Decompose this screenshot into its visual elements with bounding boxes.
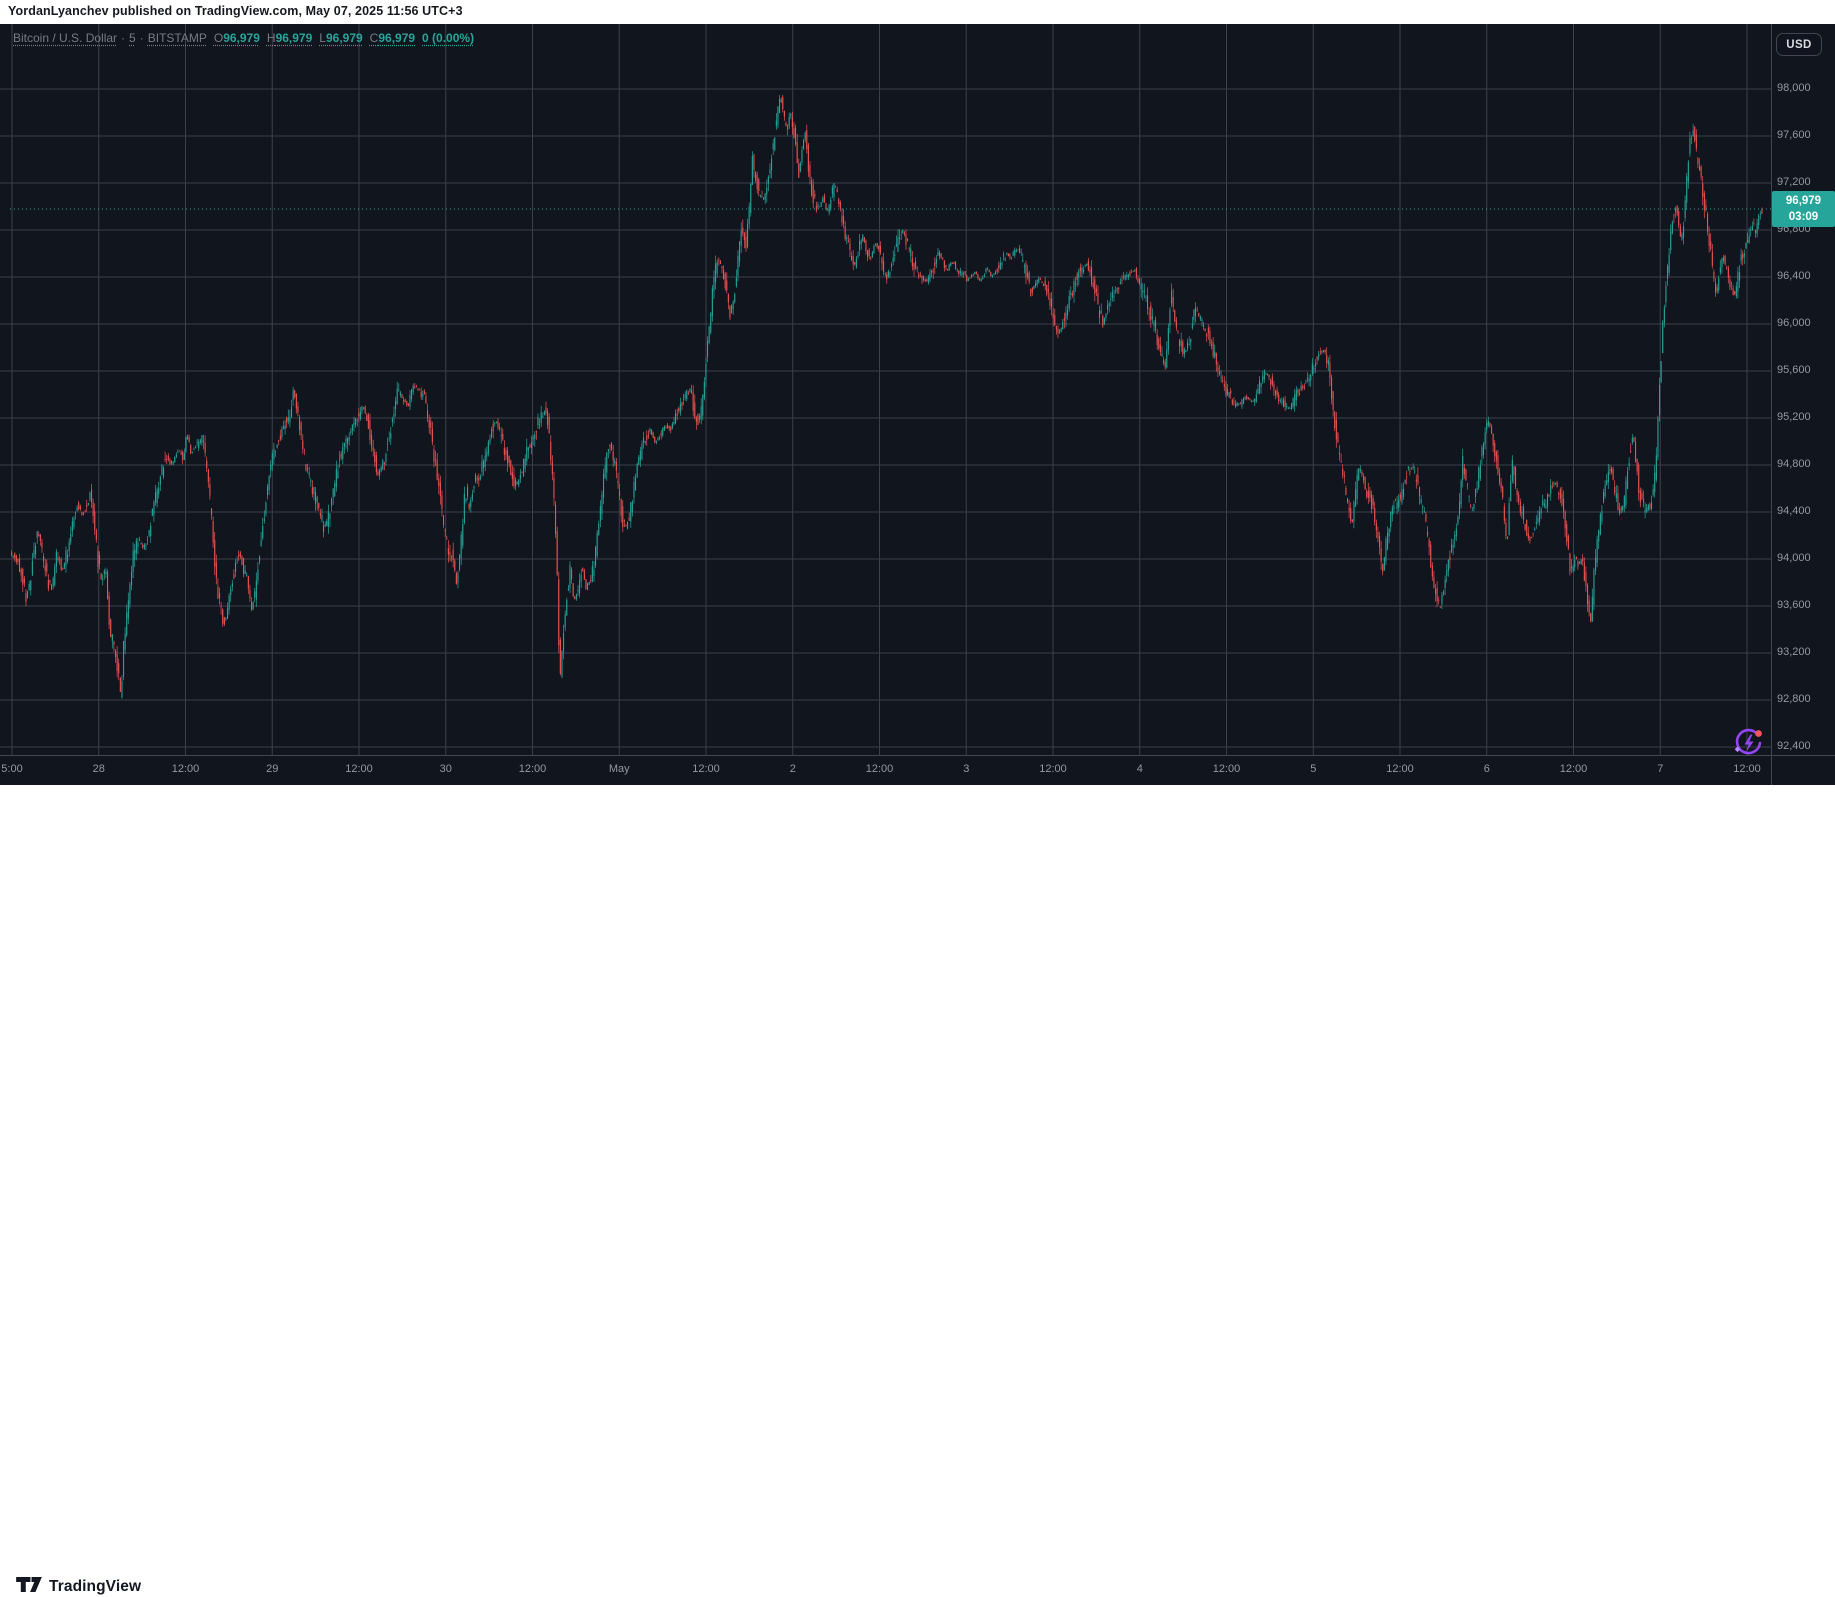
published-header-bar: YordanLyanchev published on TradingView.… [0, 0, 1835, 24]
time-tick-label: 5 [1310, 763, 1316, 775]
time-tick-label: 12:00 [345, 763, 373, 775]
open-label: O [214, 31, 223, 45]
price-axis-border [1771, 24, 1772, 785]
time-tick-label: 2 [790, 763, 796, 775]
high-label: H [267, 31, 276, 45]
price-tick-label: 93,600 [1777, 599, 1811, 611]
currency-toggle-button[interactable]: USD [1776, 33, 1822, 56]
time-tick-label: 12:00 [1386, 763, 1414, 775]
price-tick-label: 92,800 [1777, 693, 1811, 705]
exchange-label: BITSTAMP [148, 31, 207, 45]
chart-canvas[interactable] [0, 24, 1835, 785]
flash-cursor-icon [1731, 726, 1765, 760]
time-tick-label: 3 [963, 763, 969, 775]
tradingview-logo[interactable]: TradingView [16, 1577, 141, 1597]
change-value: 0 (0.00%) [422, 31, 474, 45]
symbol-name: Bitcoin / U.S. Dollar [13, 31, 117, 45]
chart-area[interactable]: Bitcoin / U.S. Dollar · 5 · BITSTAMP O96,979 H… [0, 24, 1835, 785]
low-value: 96,979 [326, 31, 363, 45]
high-value: 96,979 [276, 31, 313, 45]
published-attribution-text: YordanLyanchev published on TradingView.… [8, 4, 463, 18]
time-tick-label: 12:00 [1039, 763, 1067, 775]
price-tick-label: 97,200 [1777, 176, 1811, 188]
price-tick-label: 94,000 [1777, 552, 1811, 564]
price-tick-label: 97,600 [1777, 129, 1811, 141]
last-price-value: 96,979 [1786, 193, 1821, 209]
time-tick-label: 12:00 [1560, 763, 1588, 775]
price-tick-label: 92,400 [1777, 740, 1811, 752]
interval-label: 5 [129, 31, 136, 45]
price-tick-label: 95,200 [1777, 411, 1811, 423]
price-tick-label: 96,400 [1777, 270, 1811, 282]
close-value: 96,979 [378, 31, 415, 45]
time-tick-label: 30 [440, 763, 452, 775]
symbol-legend: Bitcoin / U.S. Dollar · 5 · BITSTAMP O96,979 H… [13, 31, 474, 45]
time-tick-label: 12:00 [1213, 763, 1241, 775]
last-price-badge: 96,979 03:09 [1772, 191, 1835, 227]
low-label: L [319, 31, 326, 45]
time-axis-border [0, 755, 1835, 756]
bar-countdown: 03:09 [1789, 209, 1818, 225]
footer-bar: TradingView [0, 785, 1835, 819]
price-tick-label: 94,800 [1777, 458, 1811, 470]
time-tick-label: 5:00 [1, 763, 22, 775]
time-tick-label: 12:00 [866, 763, 894, 775]
time-tick-label: 12:00 [1733, 763, 1761, 775]
price-tick-label: 98,000 [1777, 82, 1811, 94]
time-tick-label: 12:00 [692, 763, 720, 775]
time-tick-label: 28 [93, 763, 105, 775]
price-tick-label: 96,000 [1777, 317, 1811, 329]
legend-separator: · [136, 31, 148, 45]
time-tick-label: 12:00 [172, 763, 200, 775]
price-tick-label: 94,400 [1777, 505, 1811, 517]
time-tick-label: 12:00 [519, 763, 547, 775]
time-tick-label: 4 [1137, 763, 1143, 775]
time-tick-label: 6 [1484, 763, 1490, 775]
price-tick-label: 95,600 [1777, 364, 1811, 376]
tradingview-logo-text: TradingView [49, 1578, 141, 1596]
price-tick-label: 93,200 [1777, 646, 1811, 658]
time-tick-label: May [609, 763, 630, 775]
time-tick-label: 29 [266, 763, 278, 775]
time-tick-label: 7 [1657, 763, 1663, 775]
tradingview-logo-icon [16, 1577, 42, 1597]
legend-separator: · [117, 31, 129, 45]
open-value: 96,979 [223, 31, 260, 45]
